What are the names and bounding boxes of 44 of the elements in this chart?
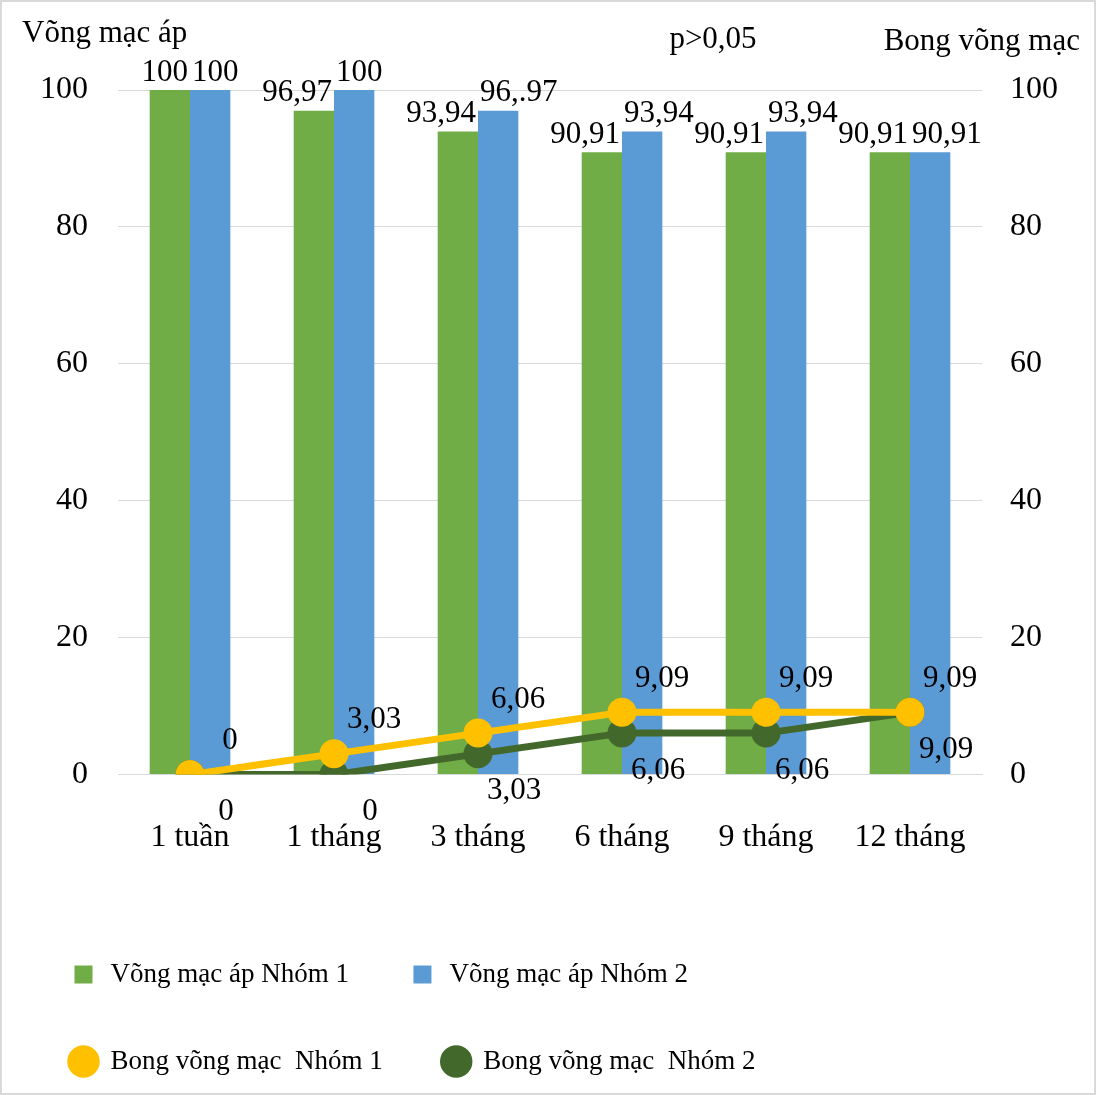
legend-label: Bong võng mạc Nhóm 2 xyxy=(483,1044,756,1075)
data-label: 9,09 xyxy=(778,659,834,695)
y2-tick-label: 20 xyxy=(1010,617,1042,654)
data-label: 90,91 xyxy=(838,114,908,150)
data-label: 100 xyxy=(192,52,239,88)
y-tick-label: 0 xyxy=(72,754,88,791)
y2-tick-label: 80 xyxy=(1010,206,1042,243)
data-label: 3,03 xyxy=(346,700,402,736)
data-label: 100 xyxy=(336,52,383,88)
y-tick-label: 60 xyxy=(56,343,88,380)
legend-label: Võng mạc áp Nhóm 2 xyxy=(449,957,688,988)
data-label: 9,09 xyxy=(922,659,978,695)
data-label: 93,94 xyxy=(406,94,477,130)
data-label: 90,91 xyxy=(550,114,620,150)
data-label: 6,06 xyxy=(490,679,546,715)
data-label: 96,.97 xyxy=(480,73,558,109)
y-tick-label: 20 xyxy=(56,617,88,654)
y2-tick-label: 60 xyxy=(1010,343,1042,380)
data-label: 9,09 xyxy=(634,659,690,695)
data-label: 3,03 xyxy=(486,771,542,807)
x-tick-label: 6 tháng xyxy=(574,817,670,854)
data-label: 100 xyxy=(141,52,188,88)
legend-label: Bong võng mạc Nhóm 1 xyxy=(110,1044,383,1075)
y-tick-label: 100 xyxy=(40,69,88,106)
y2-tick-label: 0 xyxy=(1010,754,1026,791)
y2-tick-label: 100 xyxy=(1010,69,1058,106)
y-axis-title: Võng mạc áp xyxy=(22,13,188,49)
legend-label: Võng mạc áp Nhóm 1 xyxy=(110,957,349,988)
data-label: 90,91 xyxy=(694,114,764,150)
y-tick-label: 80 xyxy=(56,206,88,243)
text: p>0,05 xyxy=(669,19,757,55)
data-label: 93,94 xyxy=(768,94,839,130)
data-label: 96,97 xyxy=(262,73,332,109)
y-tick-label: 40 xyxy=(56,480,88,517)
x-tick-label: 9 tháng xyxy=(718,817,814,854)
x-tick-label: 3 tháng xyxy=(430,817,526,854)
x-tick-label: 12 tháng xyxy=(854,817,966,854)
data-label: 93,94 xyxy=(624,94,695,130)
data-label: 90,91 xyxy=(912,114,982,150)
data-label: 6,06 xyxy=(774,750,830,786)
y2-tick-label: 40 xyxy=(1010,480,1042,517)
data-label: 6,06 xyxy=(630,750,686,786)
y2-axis-title: Bong võng mạc xyxy=(883,21,1080,57)
data-label: 0 xyxy=(222,721,238,757)
